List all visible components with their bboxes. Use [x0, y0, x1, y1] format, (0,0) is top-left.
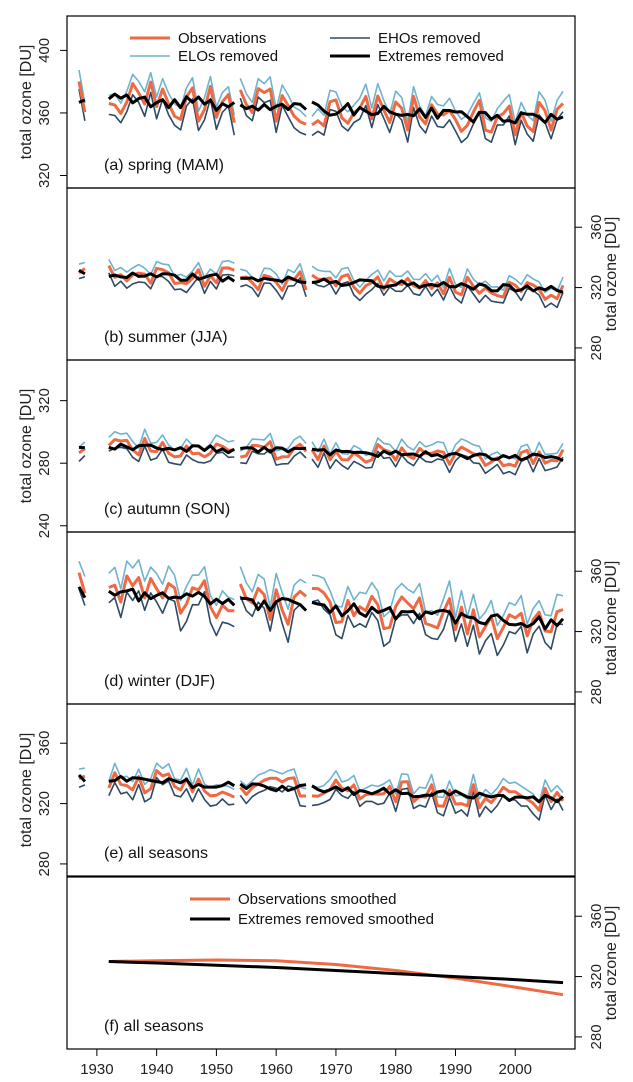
- y-tick-label: 280: [36, 451, 53, 476]
- x-tick-label: 2000: [499, 1061, 532, 1078]
- series-ehos-removed: [78, 88, 564, 146]
- y-axis-title: total ozone [DU]: [18, 45, 35, 160]
- series-elos-removed: [78, 559, 564, 627]
- x-tick-label: 1930: [80, 1061, 113, 1078]
- series-observations-smoothed: [108, 958, 564, 997]
- x-tick-label: 1980: [379, 1061, 412, 1078]
- series-elos-removed: [78, 762, 564, 804]
- legend-label: Extremes removed smoothed: [238, 911, 434, 928]
- panel-label: (c) autumn (SON): [104, 501, 230, 518]
- x-tick-label: 1950: [200, 1061, 233, 1078]
- x-tick-label: 1990: [439, 1061, 472, 1078]
- y-axis-title: total ozone [DU]: [603, 217, 620, 332]
- y-tick-label: 280: [36, 851, 53, 876]
- panel-label: (f) all seasons: [104, 1018, 204, 1035]
- x-tick-label: 1960: [259, 1061, 292, 1078]
- legend-main: Observations EHOs removed ELOs removed Extr…: [130, 30, 504, 65]
- y-tick-label: 320: [36, 388, 53, 413]
- series-extremes-removed: [77, 773, 564, 804]
- y-tick-label: 280: [588, 1024, 605, 1049]
- y-tick-label: 320: [36, 163, 53, 188]
- legend-label: Observations: [178, 30, 266, 47]
- series-observations: [77, 80, 565, 137]
- series-ehos-removed: [78, 272, 564, 309]
- y-tick-label: 280: [588, 335, 605, 360]
- y-tick-label: 360: [588, 215, 605, 240]
- y-tick-label: 400: [36, 38, 53, 63]
- panel-label: (e) all seasons: [104, 845, 208, 862]
- series-ehos-removed: [78, 776, 564, 821]
- series-observations: [77, 572, 564, 641]
- series-extremes-removed: [78, 269, 564, 294]
- legend-smoothed: Observations smoothed Extremes removed sm…: [190, 891, 434, 928]
- series-elos-removed: [78, 69, 564, 124]
- series-observations: [78, 436, 565, 468]
- y-tick-label: 320: [36, 791, 53, 816]
- series-ehos-removed: [78, 588, 564, 657]
- panel-label: (d) winter (DJF): [104, 673, 215, 690]
- y-axis-title: total ozone [DU]: [603, 561, 620, 676]
- x-tick-label: 1940: [140, 1061, 173, 1078]
- panel-label: (b) summer (JJA): [104, 329, 228, 346]
- y-axis-title: total ozone [DU]: [18, 733, 35, 848]
- series-extremes-removed: [78, 92, 564, 125]
- legend-label: ELOs removed: [178, 48, 278, 65]
- y-tick-label: 240: [36, 513, 53, 538]
- series-extremes-removed: [77, 586, 565, 631]
- series-ehos-removed: [78, 445, 564, 476]
- y-tick-label: 320: [588, 275, 605, 300]
- y-tick-label: 320: [588, 619, 605, 644]
- y-tick-label: 320: [588, 964, 605, 989]
- y-tick-label: 360: [588, 904, 605, 929]
- y-tick-label: 360: [36, 731, 53, 756]
- x-tick-label: 1970: [319, 1061, 352, 1078]
- y-axis-title: total ozone [DU]: [18, 389, 35, 504]
- legend-label: EHOs removed: [378, 30, 481, 47]
- series-extremes-removed: [78, 442, 564, 463]
- y-tick-label: 360: [588, 559, 605, 584]
- legend-label: Extremes removed: [378, 48, 504, 65]
- y-tick-label: 280: [588, 679, 605, 704]
- panel-label: (a) spring (MAM): [104, 157, 224, 174]
- series-extremes-removed-smoothed: [108, 960, 564, 985]
- y-axis-title: total ozone [DU]: [603, 906, 620, 1021]
- series-elos-removed: [78, 259, 564, 294]
- legend-label: Observations smoothed: [238, 891, 396, 908]
- y-tick-label: 360: [36, 100, 53, 125]
- x-axis: 1930 1940 1950 1960 1970 1980 1990 2000: [80, 1048, 532, 1078]
